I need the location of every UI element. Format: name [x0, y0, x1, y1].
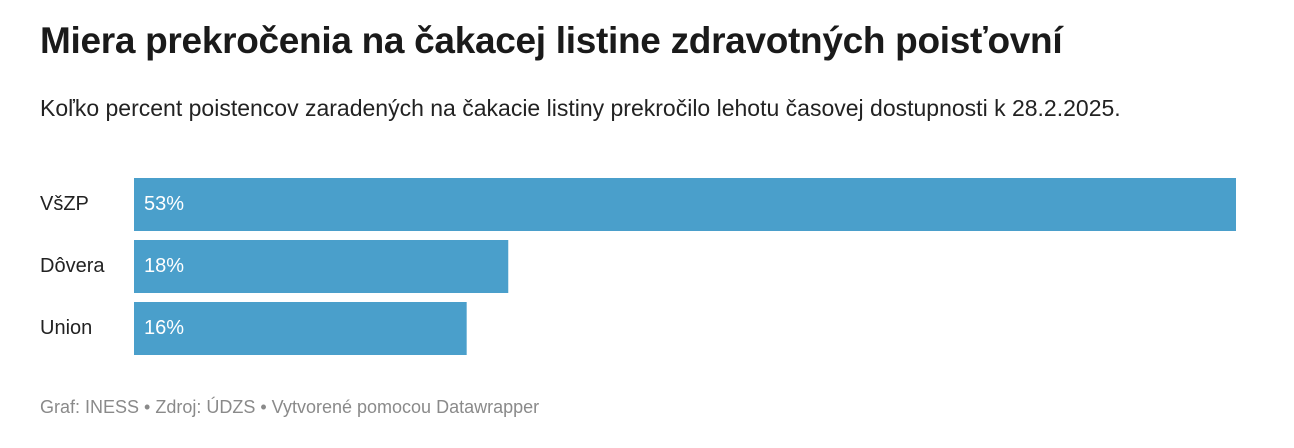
bar [134, 178, 1236, 231]
bar [134, 240, 509, 293]
chart-footer: Graf: INESS • Zdroj: ÚDZS • Vytvorené po… [40, 397, 540, 417]
chart: VšZP 53% Dôvera 18% Union 16% [40, 178, 1236, 355]
chart-title: Miera prekročenia na čakacej listine zdr… [40, 20, 1063, 61]
bar [134, 302, 467, 355]
value-label: 53% [144, 193, 184, 215]
category-label: Union [40, 317, 92, 339]
chart-subtitle: Koľko percent poistencov zaradených na č… [40, 95, 1121, 121]
category-label: VšZP [40, 193, 89, 215]
value-label: 16% [144, 317, 184, 339]
category-label: Dôvera [40, 255, 105, 277]
value-label: 18% [144, 255, 184, 277]
